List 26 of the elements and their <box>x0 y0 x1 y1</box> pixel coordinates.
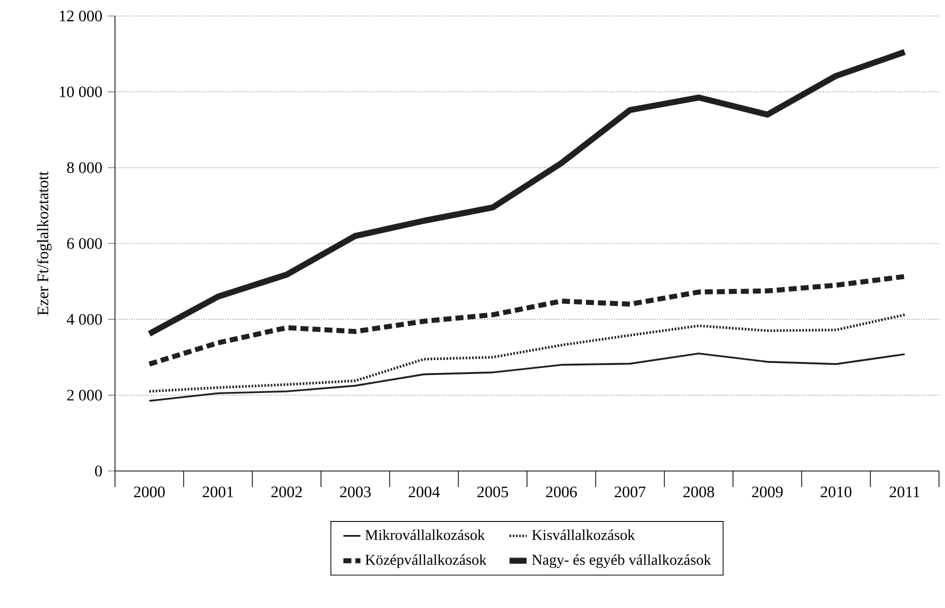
x-tick-label: 2008 <box>683 486 714 498</box>
legend-label: Mikrovállalkozások <box>365 529 485 540</box>
legend-label: Kisvállalkozások <box>532 529 635 540</box>
x-tick-label: 2004 <box>408 486 440 498</box>
x-tick-label: 2011 <box>890 486 920 498</box>
y-tick-label: 10 000 <box>60 86 102 98</box>
x-tick-label: 2005 <box>477 486 508 498</box>
y-tick-label: 12 000 <box>60 10 102 22</box>
x-tick-label: 2001 <box>202 486 234 498</box>
line-series <box>148 352 906 402</box>
legend-label: Nagy- és egyéb vállalkozások <box>532 554 712 568</box>
x-tick-label: 2000 <box>134 486 165 498</box>
y-tick-label: 8 000 <box>67 162 102 174</box>
x-tick-label: 2006 <box>546 486 577 498</box>
x-tick-label: 2003 <box>340 486 371 498</box>
line-series <box>148 313 906 393</box>
y-tick-label: 0 <box>95 466 102 476</box>
y-tick-label: 4 000 <box>66 314 102 325</box>
y-axis-title: Ezer Ft/foglalkoztatott <box>36 171 52 316</box>
x-tick-label: 2007 <box>614 486 646 498</box>
y-tick-label: 2 000 <box>67 390 102 401</box>
x-tick-label: 2002 <box>271 486 302 498</box>
legend-label: Középvállalkozások <box>365 554 487 568</box>
x-tick-label: 2010 <box>820 486 852 498</box>
x-tick-label: 2009 <box>752 486 783 498</box>
y-tick-label: 6 000 <box>67 238 102 249</box>
